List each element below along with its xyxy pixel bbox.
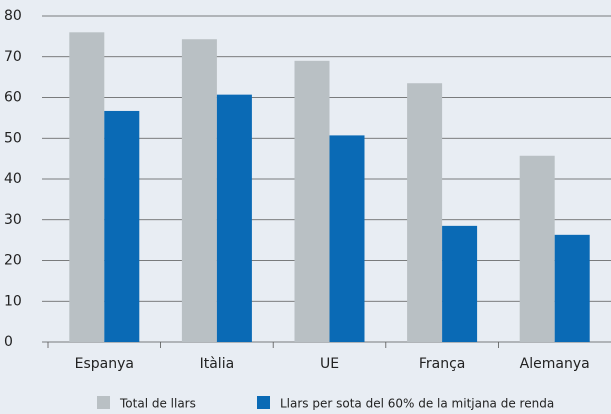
y-tick-label: 40	[4, 171, 22, 187]
y-tick-label: 30	[4, 212, 22, 228]
bar	[329, 135, 365, 342]
bar	[216, 94, 252, 343]
y-tick-label: 20	[4, 253, 22, 269]
bar	[294, 60, 330, 342]
legend-swatch	[257, 396, 270, 409]
bar	[407, 83, 443, 343]
y-tick-label: 50	[4, 130, 22, 146]
legend-label: Llars per sota del 60% de la mitjana de …	[280, 397, 554, 411]
x-tick-label: Itàlia	[200, 356, 235, 372]
bar	[442, 225, 478, 342]
bar	[69, 32, 105, 343]
legend-swatch	[97, 396, 110, 409]
bar	[104, 110, 140, 342]
bar	[519, 155, 555, 342]
x-tick-label: Alemanya	[520, 356, 590, 372]
y-tick-label: 10	[4, 293, 22, 309]
bar	[554, 234, 590, 342]
legend-label: Total de llars	[119, 397, 196, 411]
bar	[181, 39, 217, 342]
y-tick-label: 70	[4, 49, 22, 65]
y-tick-label: 80	[4, 8, 22, 24]
x-tick-label: UE	[320, 356, 339, 372]
y-tick-label: 0	[4, 334, 13, 350]
x-tick-label: França	[419, 356, 466, 372]
x-tick-label: Espanya	[75, 356, 134, 372]
y-tick-label: 60	[4, 90, 22, 106]
